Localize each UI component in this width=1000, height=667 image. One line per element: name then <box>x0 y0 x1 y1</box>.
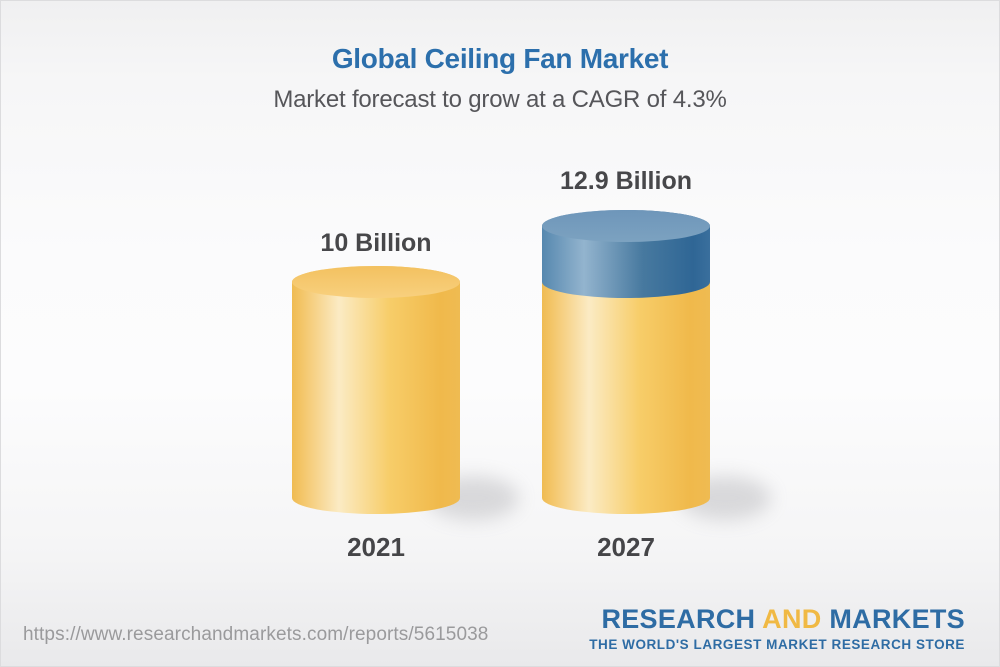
logo-tagline: THE WORLD'S LARGEST MARKET RESEARCH STOR… <box>589 636 965 652</box>
value-label-2027: 12.9 Billion <box>560 167 692 195</box>
page-title: Global Ceiling Fan Market <box>331 43 669 74</box>
logo-word-markets: MARKETS <box>829 604 965 634</box>
page-subtitle: Market forecast to grow at a CAGR of 4.3… <box>273 86 727 113</box>
bar-2027-cylinder <box>542 210 710 514</box>
category-label-2021: 2021 <box>347 532 405 562</box>
logo-word-research: RESEARCH <box>601 604 756 634</box>
logo-wordmark: RESEARCH AND MARKETS <box>589 604 965 635</box>
report-url: https://www.researchandmarkets.com/repor… <box>23 624 489 645</box>
value-label-2021: 10 Billion <box>320 229 432 257</box>
bar-2027-base-segment <box>542 267 710 514</box>
logo-word-and: AND <box>762 604 822 634</box>
bar-2021-cylinder <box>292 266 460 514</box>
category-label-2027: 2027 <box>597 532 655 562</box>
research-and-markets-logo: RESEARCH AND MARKETS THE WORLD'S LARGEST… <box>589 604 965 652</box>
